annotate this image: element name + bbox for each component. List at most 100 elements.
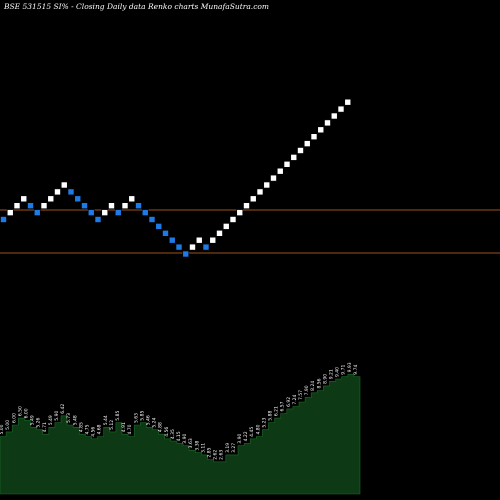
renko-brick-up bbox=[263, 181, 271, 189]
renko-brick-down bbox=[67, 188, 75, 196]
renko-brick-up bbox=[303, 140, 311, 147]
volume-label: 5.49 bbox=[30, 415, 36, 425]
renko-brick-up bbox=[121, 202, 129, 209]
renko-brick-up bbox=[249, 195, 257, 203]
volume-label: 7.90 bbox=[304, 385, 310, 395]
volume-label: 3.90 bbox=[237, 434, 243, 444]
renko-brick-down bbox=[81, 202, 88, 209]
volume-label: 4.75 bbox=[85, 424, 91, 434]
volume-label: 9.93 bbox=[347, 362, 353, 372]
renko-brick-down bbox=[135, 202, 142, 209]
volume-label: 4.22 bbox=[243, 431, 249, 441]
volume-label: 5.44 bbox=[103, 415, 109, 425]
renko-brick-up bbox=[229, 216, 237, 223]
volume-label: 5.46 bbox=[146, 415, 152, 425]
renko-brick-up bbox=[47, 195, 55, 203]
renko-brick-up bbox=[324, 119, 331, 127]
renko-brick-down bbox=[148, 216, 156, 223]
renko-brick-up bbox=[330, 112, 338, 120]
volume-label: 8.24 bbox=[310, 381, 316, 391]
renko-brick-down bbox=[182, 250, 190, 258]
volume-label: 6.00 bbox=[24, 408, 30, 418]
renko-brick-up bbox=[209, 236, 217, 244]
renko-brick-down bbox=[87, 209, 95, 216]
volume-label: 6.50 bbox=[17, 406, 23, 416]
chart-title: BSE 531515 SI% - Closing Daily data Renk… bbox=[4, 2, 270, 11]
renko-brick-up bbox=[310, 133, 318, 140]
volume-label: 5.00 bbox=[5, 420, 11, 430]
renko-brick-up bbox=[40, 202, 48, 209]
renko-brick-up bbox=[54, 188, 61, 196]
volume-label: 5.24 bbox=[152, 417, 158, 427]
volume-label: 5.26 bbox=[36, 417, 42, 427]
renko-brick-down bbox=[175, 243, 183, 251]
renko-brick-up bbox=[256, 188, 264, 196]
renko-brick-down bbox=[162, 230, 169, 237]
renko-brick-up bbox=[60, 181, 68, 189]
renko-brick-up bbox=[270, 174, 277, 182]
volume-label: 4.56 bbox=[164, 427, 170, 437]
volume-label: 2.85 bbox=[207, 447, 213, 457]
volume-label: 3.27 bbox=[231, 443, 237, 453]
volume-area bbox=[0, 374, 361, 495]
volume-label: 4.45 bbox=[249, 427, 255, 437]
volume-area-path bbox=[0, 374, 361, 495]
renko-brick-down bbox=[0, 216, 7, 223]
renko-brick-down bbox=[202, 243, 210, 251]
volume-label: 3.90 bbox=[182, 434, 188, 444]
volume-label: 7.57 bbox=[298, 390, 304, 400]
renko-brick-up bbox=[297, 147, 304, 154]
volume-label: 8.90 bbox=[322, 374, 328, 384]
volume-label: 4.71 bbox=[42, 422, 48, 432]
volume-label: 5.49 bbox=[48, 415, 54, 425]
volume-label: 5.12 bbox=[109, 420, 115, 430]
volume-label: 4.70 bbox=[127, 424, 133, 434]
volume-label: 8.56 bbox=[316, 378, 322, 388]
renko-brick-down bbox=[94, 216, 102, 223]
renko-brick-up bbox=[189, 243, 196, 251]
volume-label: 5.85 bbox=[139, 411, 145, 421]
volume-label: 5.85 bbox=[115, 411, 121, 421]
renko-brick-down bbox=[141, 209, 149, 216]
renko-brick-up bbox=[195, 236, 203, 244]
renko-brick-down bbox=[155, 223, 163, 230]
volume-label: 2.62 bbox=[213, 450, 219, 460]
volume-label: 9.40 bbox=[335, 367, 341, 377]
volume-label: 5.73 bbox=[66, 413, 72, 423]
renko-brick-up bbox=[128, 195, 136, 203]
renko-brick-up bbox=[290, 154, 298, 161]
volume-label: 9.21 bbox=[329, 369, 335, 379]
renko-brick-down bbox=[33, 209, 41, 216]
volume-label: 4.35 bbox=[170, 429, 176, 439]
volume-label: 4.56 bbox=[91, 427, 97, 437]
volume-label: 4.88 bbox=[158, 422, 164, 432]
volume-label: 6.00 bbox=[11, 413, 17, 423]
renko-brick-up bbox=[216, 230, 223, 237]
renko-brick-up bbox=[337, 105, 345, 113]
renko-brick-up bbox=[108, 202, 115, 209]
support-lines bbox=[0, 209, 500, 254]
volume-labels: 5.00 5.006.006.50 6.005.49 5.26 4.715.49 5.90… bbox=[0, 362, 359, 460]
volume-label: 5.00 bbox=[0, 424, 5, 434]
volume-label: 9.71 bbox=[341, 365, 347, 375]
renko-brick-down bbox=[114, 209, 122, 216]
volume-label: 2.63 bbox=[219, 450, 225, 460]
volume-label: 4.85 bbox=[78, 422, 84, 432]
volume-label: 5.48 bbox=[72, 415, 78, 425]
renko-brick-up bbox=[6, 209, 14, 216]
renko-bricks bbox=[0, 98, 352, 258]
volume-label: 7.24 bbox=[292, 394, 298, 404]
volume-label: 4.68 bbox=[97, 424, 103, 434]
volume-label: 3.38 bbox=[194, 440, 200, 450]
volume-label: 6.92 bbox=[286, 397, 292, 407]
renko-brick-up bbox=[20, 195, 28, 203]
volume-label: 4.80 bbox=[255, 424, 261, 434]
renko-brick-up bbox=[222, 223, 230, 230]
renko-brick-up bbox=[236, 209, 244, 216]
renko-brick-down bbox=[27, 202, 34, 209]
renko-brick-up bbox=[101, 209, 109, 216]
volume-label: 6.57 bbox=[280, 401, 286, 411]
renko-brick-up bbox=[276, 167, 284, 175]
